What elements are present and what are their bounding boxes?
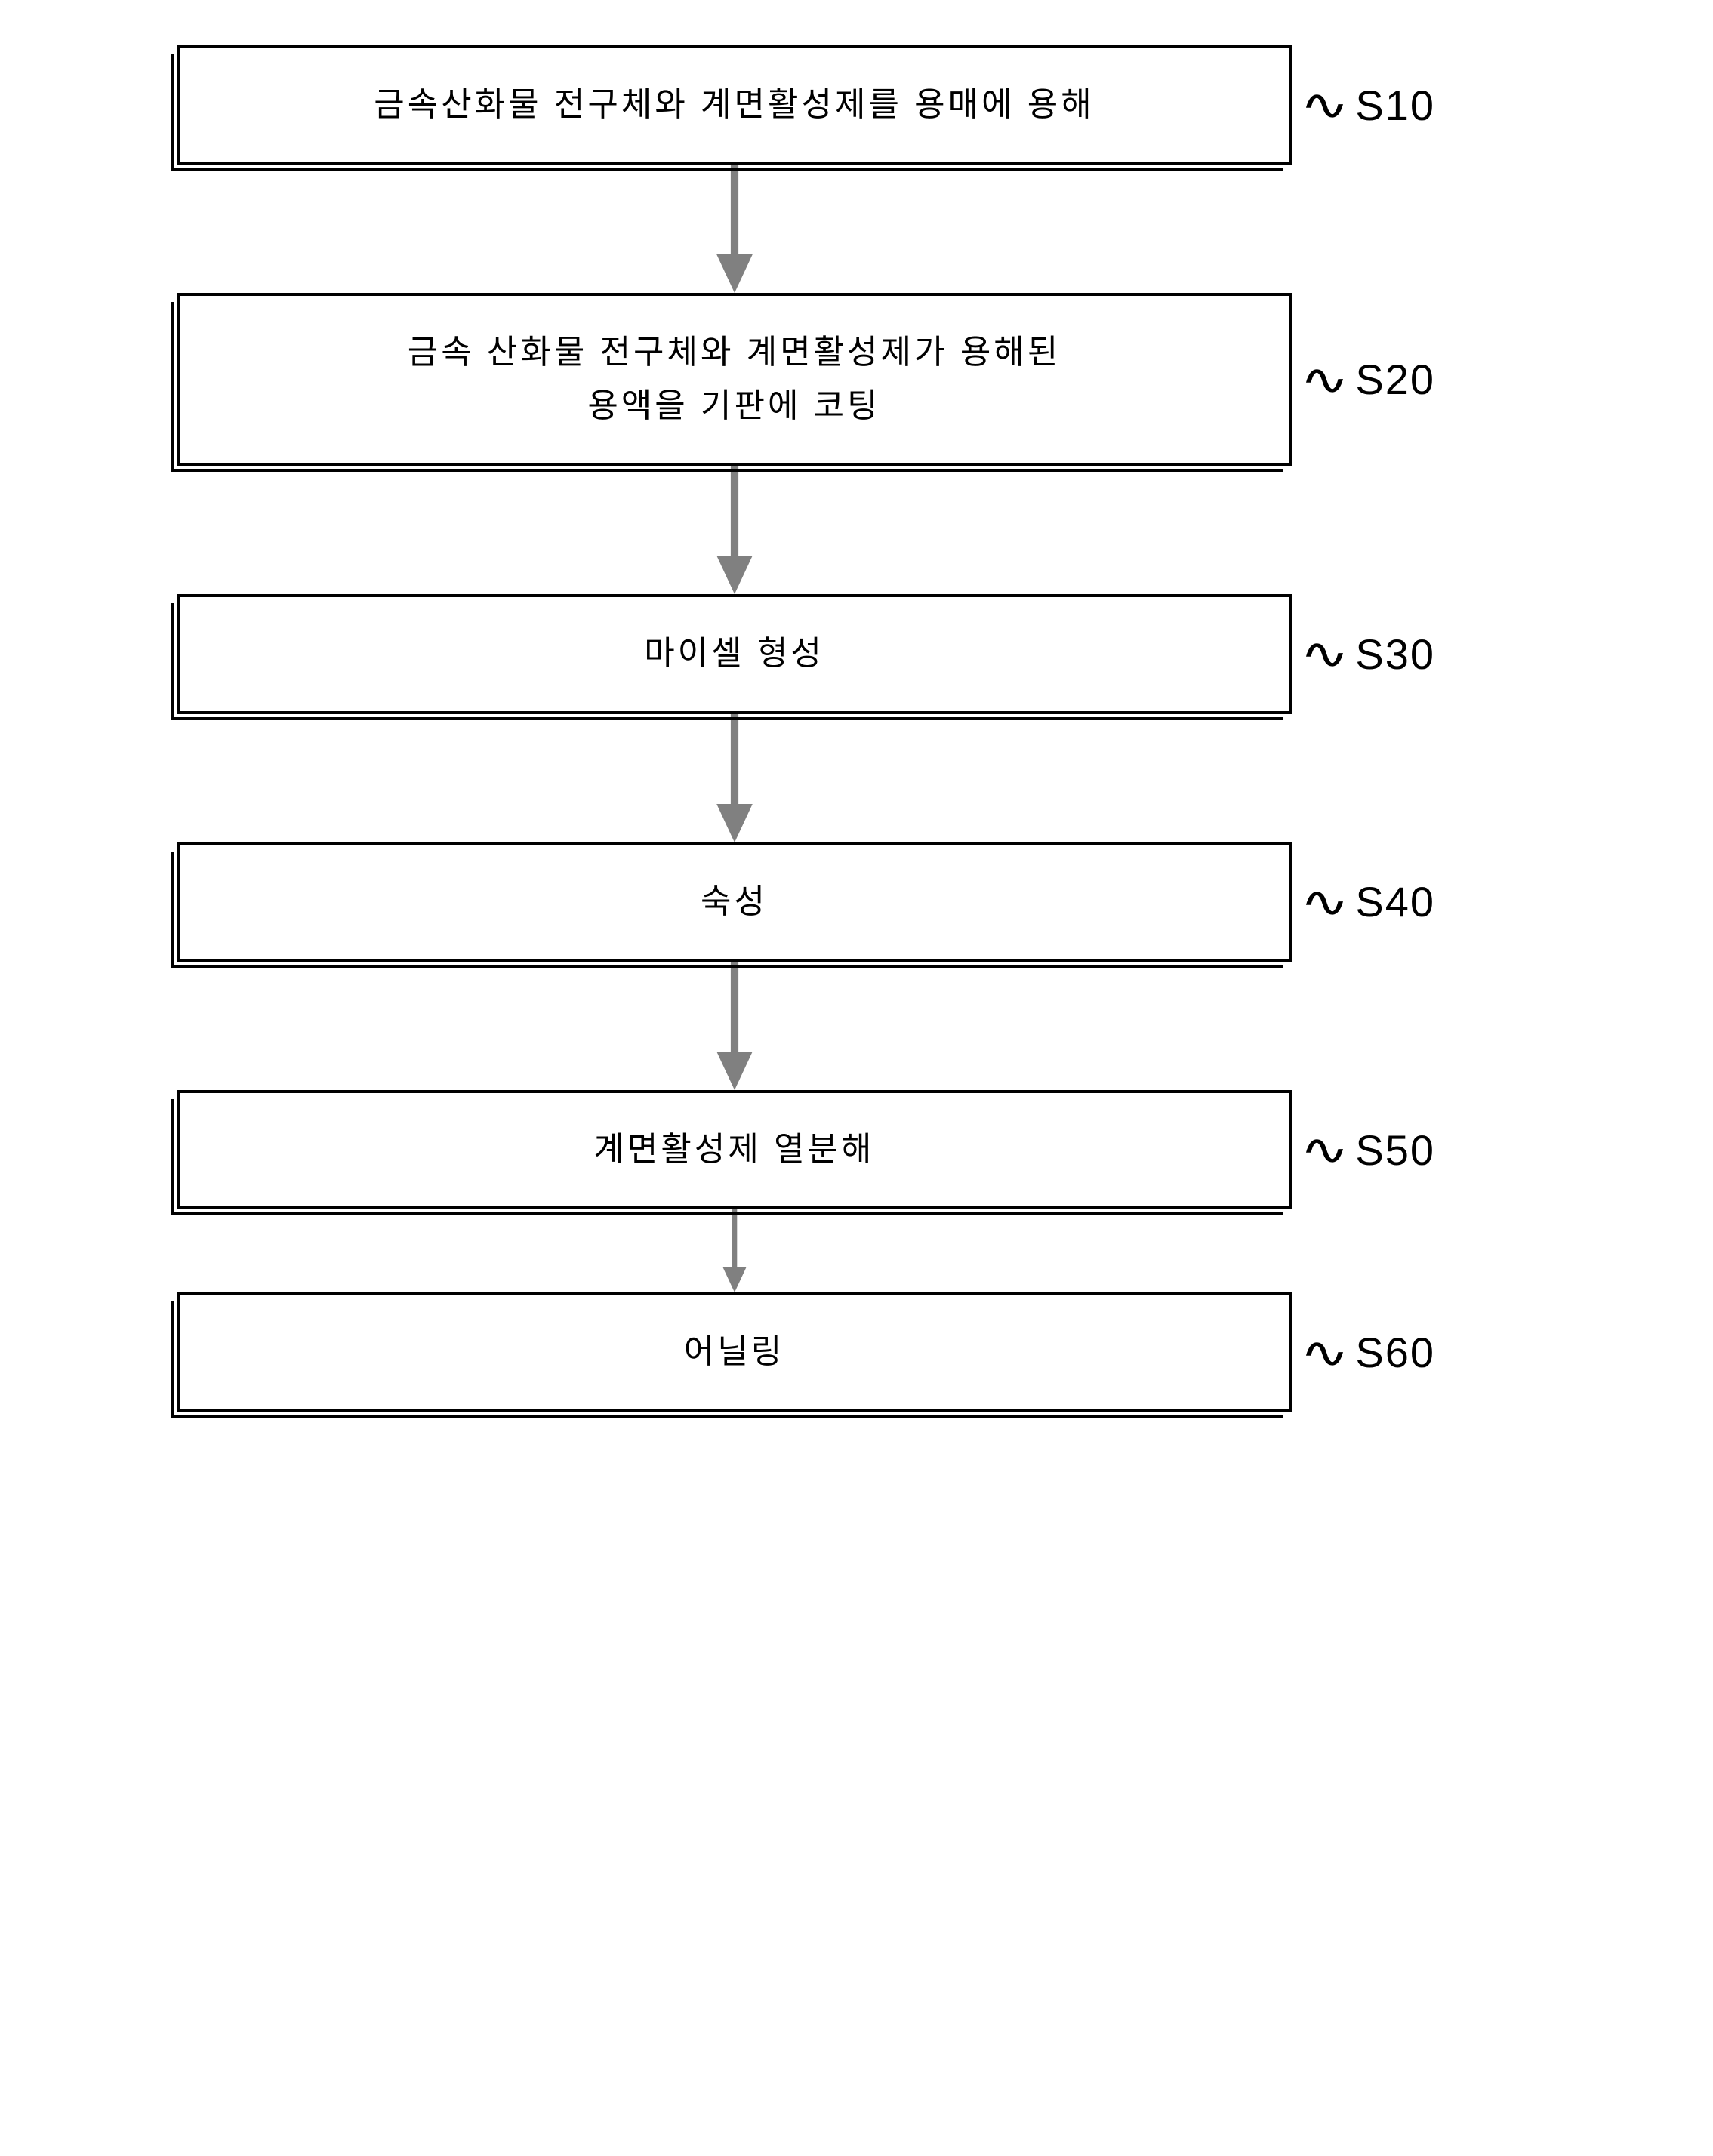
flow-step-s40: 숙성∿S40 (177, 842, 1536, 962)
connector-tilde-icon: ∿ (1299, 877, 1349, 927)
connector-tilde-icon: ∿ (1299, 1125, 1349, 1175)
flow-step-s60: 어닐링∿S60 (177, 1292, 1536, 1412)
flow-step-s30: 마이셀 형성∿S30 (177, 594, 1536, 713)
step-label-col: ∿S40 (1292, 877, 1536, 927)
connector-tilde-icon: ∿ (1299, 355, 1349, 405)
arrow-icon (709, 714, 760, 842)
arrow-gap (177, 165, 1292, 293)
connector-tilde-icon: ∿ (1299, 80, 1349, 130)
flow-step-s10: 금속산화물 전구체와 계면활성제를 용매에 용해∿S10 (177, 45, 1536, 165)
arrow-gap (177, 466, 1292, 594)
arrow-gap (177, 714, 1292, 842)
step-label-col: ∿S10 (1292, 80, 1536, 130)
step-box: 마이셀 형성 (177, 594, 1292, 713)
arrow-gap (177, 1209, 1292, 1292)
connector-tilde-icon: ∿ (1299, 629, 1349, 679)
arrow-icon (709, 466, 760, 594)
step-label-col: ∿S60 (1292, 1328, 1536, 1378)
arrow-icon (709, 962, 760, 1090)
arrow-icon (709, 165, 760, 293)
arrow-icon (718, 1209, 751, 1292)
flowchart-container: 금속산화물 전구체와 계면활성제를 용매에 용해∿S10 금속 산화물 전구체와… (177, 45, 1536, 1412)
step-label-col: ∿S30 (1292, 629, 1536, 679)
step-label: S20 (1355, 355, 1435, 404)
step-label: S40 (1355, 877, 1435, 926)
step-box: 계면활성제 열분해 (177, 1090, 1292, 1209)
step-box: 금속 산화물 전구체와 계면활성제가 용해된 용액을 기판에 코팅 (177, 293, 1292, 466)
step-box: 어닐링 (177, 1292, 1292, 1412)
step-box: 숙성 (177, 842, 1292, 962)
step-label: S30 (1355, 630, 1435, 679)
step-label: S50 (1355, 1126, 1435, 1175)
connector-tilde-icon: ∿ (1299, 1328, 1349, 1378)
flow-step-s50: 계면활성제 열분해∿S50 (177, 1090, 1536, 1209)
step-label-col: ∿S20 (1292, 355, 1536, 405)
step-box: 금속산화물 전구체와 계면활성제를 용매에 용해 (177, 45, 1292, 165)
step-label-col: ∿S50 (1292, 1125, 1536, 1175)
step-label: S10 (1355, 81, 1435, 130)
step-label: S60 (1355, 1328, 1435, 1377)
flow-step-s20: 금속 산화물 전구체와 계면활성제가 용해된 용액을 기판에 코팅∿S20 (177, 293, 1536, 466)
arrow-gap (177, 962, 1292, 1090)
